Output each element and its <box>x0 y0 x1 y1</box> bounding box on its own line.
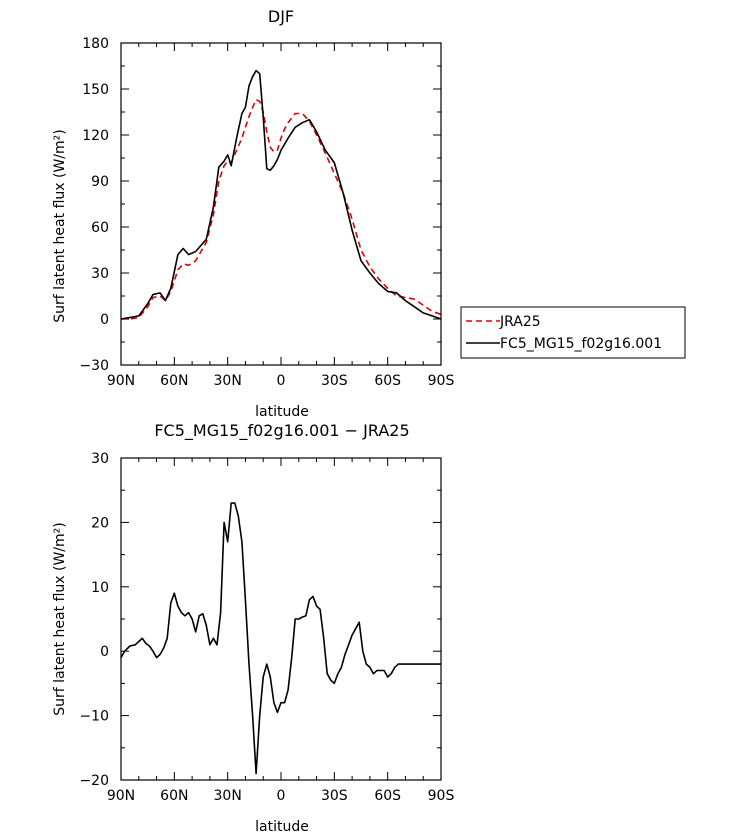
top-x-axis-label: latitude <box>255 404 309 420</box>
bottom-x-tick-label: 90S <box>428 788 455 804</box>
top-y-tick-label: 150 <box>82 82 109 98</box>
top-y-tick-label: 120 <box>82 128 109 144</box>
bottom-y-tick-label: 10 <box>91 580 109 596</box>
bottom-panel: FC5_MG15_f02g16.001 − JRA25 Surf latent … <box>52 421 454 835</box>
bottom-y-tick-label: −20 <box>79 773 109 789</box>
bottom-x-axis-label: latitude <box>255 819 309 835</box>
top-y-tick-label: 60 <box>91 220 109 236</box>
top-series-jra25-line <box>121 98 442 320</box>
top-y-tick-label: −30 <box>79 358 109 374</box>
top-plot-frame <box>120 42 442 366</box>
top-y-tick-label: 90 <box>91 174 109 190</box>
legend-label-fc5: FC5_MG15_f02g16.001 <box>500 336 662 352</box>
top-panel: DJF Surf latent heat flux (W/m²) latitud… <box>52 7 454 420</box>
bottom-y-tick-label: 20 <box>91 515 109 531</box>
bottom-x-tick-label: 90N <box>107 788 135 804</box>
top-x-tick-label: 30N <box>214 373 242 389</box>
top-x-tick-label: 60N <box>160 373 188 389</box>
bottom-x-tick-label: 30N <box>214 788 242 804</box>
bottom-x-tick-label: 0 <box>277 788 286 804</box>
bottom-y-tick-label: 0 <box>100 644 109 660</box>
top-y-tick-label: 0 <box>100 312 109 328</box>
top-x-tick-label: 90S <box>428 373 455 389</box>
bottom-x-tick-label: 60S <box>374 788 401 804</box>
bottom-series-difference-line <box>120 502 441 775</box>
top-x-tick-label: 0 <box>277 373 286 389</box>
bottom-x-tick-label: 60N <box>160 788 188 804</box>
bottom-plot-frame <box>120 457 442 781</box>
bottom-y-axis-label: Surf latent heat flux (W/m²) <box>52 522 68 715</box>
top-x-tick-label: 60S <box>374 373 401 389</box>
top-y-tick-label: 180 <box>82 36 109 52</box>
top-series-fc5-mg15-f02g16-001-line <box>120 69 442 320</box>
top-y-tick-label: 30 <box>91 266 109 282</box>
bottom-x-tick-label: 30S <box>321 788 348 804</box>
top-chart-title: DJF <box>268 7 294 26</box>
legend-box <box>460 306 686 359</box>
bottom-chart-title: FC5_MG15_f02g16.001 − JRA25 <box>154 421 409 441</box>
top-x-tick-label: 30S <box>321 373 348 389</box>
top-y-axis-label: Surf latent heat flux (W/m²) <box>52 129 68 322</box>
legend: JRA25 FC5_MG15_f02g16.001 <box>460 306 686 359</box>
legend-label-jra25: JRA25 <box>499 314 541 330</box>
bottom-y-tick-label: −10 <box>79 709 109 725</box>
top-x-tick-label: 90N <box>107 373 135 389</box>
bottom-y-tick-label: 30 <box>91 451 109 467</box>
